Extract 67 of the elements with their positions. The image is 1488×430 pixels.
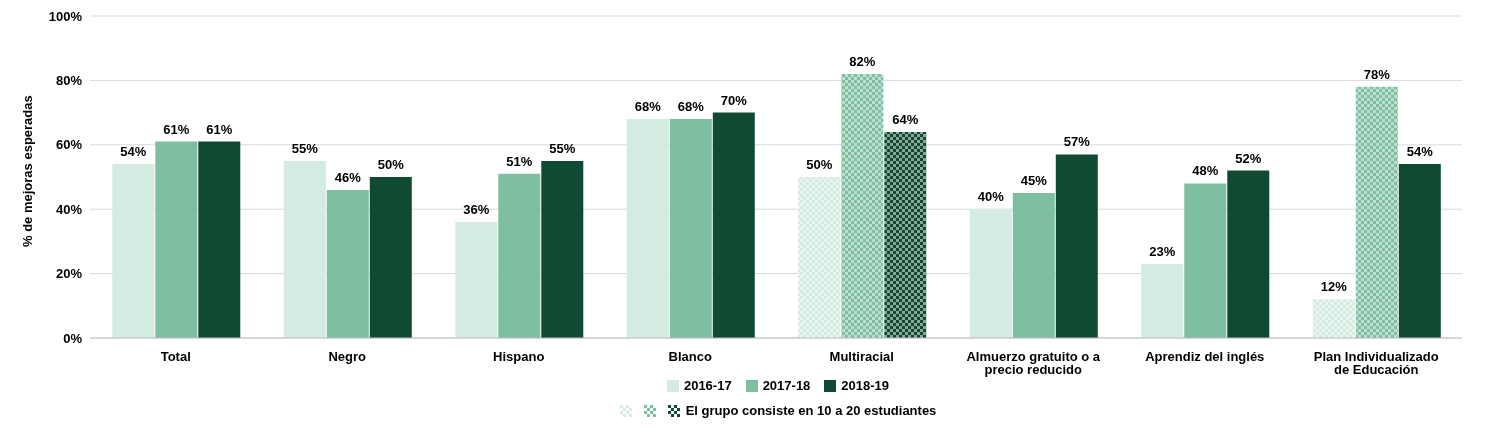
- bar: [1398, 164, 1441, 338]
- bar: [969, 209, 1012, 338]
- bar: [798, 177, 841, 338]
- data-label: 12%: [1320, 279, 1348, 295]
- data-label: 68%: [634, 99, 662, 115]
- data-label: 61%: [163, 121, 190, 137]
- bar: [155, 141, 198, 338]
- bar: [1312, 299, 1355, 338]
- bar: [541, 160, 584, 338]
- legend-label: 2016-17: [682, 378, 732, 393]
- x-tick-label: Blanco: [668, 349, 712, 365]
- text: El grupo consiste en 10 a 20 estudiantes: [685, 403, 937, 418]
- data-label: 36%: [463, 202, 490, 218]
- data-label: 78%: [1363, 66, 1391, 82]
- bar: [884, 131, 927, 338]
- data-label: 50%: [377, 157, 405, 172]
- data-label: 54%: [1406, 144, 1434, 160]
- data-label: 70%: [720, 92, 748, 108]
- y-tick-label: 80%: [55, 73, 83, 89]
- y-axis-title: % de mejoras esperadas: [19, 95, 35, 247]
- bar: [669, 119, 712, 338]
- data-label: 61%: [206, 121, 233, 137]
- legend-label: 2017-18: [761, 378, 811, 393]
- bar: [1227, 170, 1270, 338]
- x-tick-label: Multiracial: [829, 349, 894, 365]
- data-label: 40%: [977, 189, 1005, 205]
- bar: [369, 177, 412, 338]
- data-label: 51%: [506, 153, 533, 169]
- data-label: 48%: [1192, 163, 1219, 179]
- data-label: 50%: [806, 157, 833, 172]
- bar: [1055, 154, 1098, 338]
- bar: [1141, 263, 1184, 338]
- x-tick-label: Negro: [328, 349, 367, 365]
- bar: [112, 164, 155, 338]
- x-tick-label: Plan Individualizado de Educación: [1313, 349, 1439, 378]
- bar: [1355, 86, 1398, 338]
- y-tick-label: 40%: [55, 201, 83, 217]
- y-tick-label: 60%: [55, 137, 83, 153]
- data-label: 52%: [1235, 150, 1262, 166]
- data-label: 45%: [1020, 173, 1048, 189]
- bar: [1012, 193, 1055, 338]
- x-tick-label: Almuerzo gratuito o a precio reducido: [966, 349, 1101, 378]
- bar: [455, 222, 498, 338]
- bar: [326, 189, 369, 338]
- bar: [498, 173, 541, 338]
- bar: [712, 112, 755, 338]
- x-tick-label: Hispano: [493, 349, 545, 365]
- data-label: 68%: [677, 99, 705, 115]
- y-tick-label: 0%: [63, 330, 83, 346]
- x-tick-label: Aprendiz del inglés: [1145, 349, 1265, 365]
- data-label: 82%: [849, 53, 876, 69]
- bar: [626, 119, 669, 338]
- x-tick-label: Total: [160, 349, 191, 365]
- data-label: 23%: [1149, 243, 1176, 259]
- data-label: 57%: [1063, 134, 1091, 150]
- data-label: 64%: [892, 111, 919, 127]
- y-tick-label: 20%: [55, 266, 83, 282]
- bar: [841, 73, 884, 338]
- bar: [283, 160, 326, 338]
- data-label: 54%: [120, 144, 147, 160]
- legend-label: 2018-19: [840, 378, 890, 393]
- bar: [198, 141, 241, 338]
- y-tick-label: 100%: [48, 8, 83, 24]
- data-label: 55%: [291, 140, 319, 156]
- data-label: 46%: [334, 169, 362, 185]
- bar: [1184, 183, 1227, 338]
- data-label: 55%: [549, 140, 576, 156]
